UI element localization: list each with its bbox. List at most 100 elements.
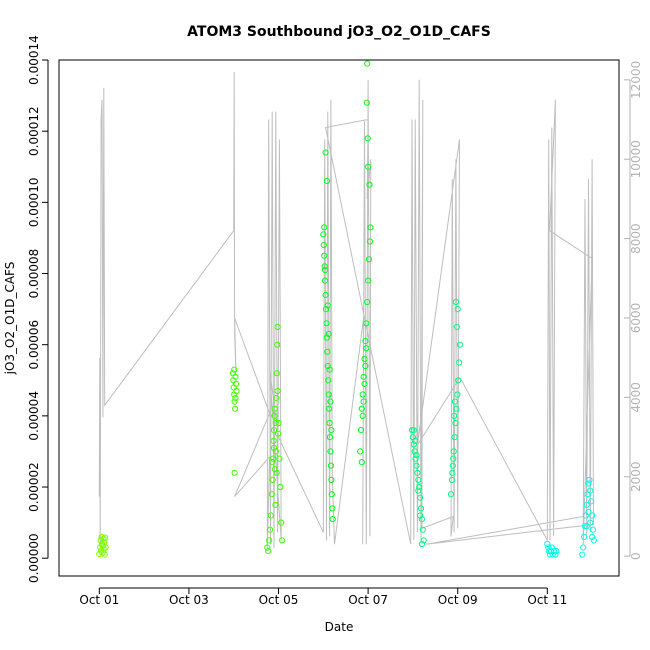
data-point bbox=[447, 491, 455, 498]
data-point bbox=[418, 516, 425, 523]
data-point bbox=[416, 483, 423, 491]
data-point bbox=[455, 377, 462, 384]
data-point bbox=[278, 519, 285, 526]
data-point bbox=[364, 60, 371, 67]
data-point bbox=[363, 320, 370, 327]
right-axis-line-series bbox=[98, 71, 595, 549]
data-point bbox=[410, 427, 417, 434]
data-point bbox=[232, 395, 239, 402]
data-point bbox=[323, 320, 330, 327]
data-point bbox=[274, 323, 281, 330]
data-point bbox=[326, 434, 334, 441]
data-point bbox=[360, 398, 367, 405]
data-point bbox=[279, 537, 286, 544]
x-tick-label: Oct 01 bbox=[79, 593, 119, 607]
data-point bbox=[414, 469, 421, 476]
data-point bbox=[232, 380, 240, 387]
data-point bbox=[580, 544, 587, 551]
y-axis-label: jO3_O2_O1D_CAFS bbox=[3, 262, 17, 376]
data-point bbox=[544, 540, 551, 548]
data-point bbox=[264, 544, 271, 551]
y2-tick-label: 10000 bbox=[629, 140, 643, 178]
data-point bbox=[322, 266, 329, 274]
y-tick-label: 0.00004 bbox=[27, 391, 41, 441]
data-point bbox=[360, 373, 367, 380]
data-point bbox=[266, 526, 274, 533]
data-point bbox=[579, 551, 586, 558]
data-point bbox=[328, 476, 335, 483]
data-point bbox=[323, 177, 330, 185]
data-point bbox=[451, 398, 459, 405]
data-point bbox=[581, 523, 589, 530]
data-point bbox=[451, 434, 458, 441]
data-point bbox=[581, 533, 588, 541]
data-point bbox=[273, 395, 280, 402]
data-point bbox=[362, 338, 369, 345]
data-point bbox=[276, 455, 283, 462]
x-tick-label: Oct 11 bbox=[527, 593, 567, 607]
x-axis-label: Date bbox=[325, 620, 354, 634]
data-point bbox=[274, 387, 281, 395]
data-point bbox=[452, 419, 459, 427]
plot-frame bbox=[58, 59, 620, 577]
data-point bbox=[450, 448, 457, 455]
data-point bbox=[327, 448, 334, 455]
data-point bbox=[328, 491, 335, 498]
data-point bbox=[268, 491, 275, 498]
data-point bbox=[366, 181, 373, 188]
data-point bbox=[271, 412, 278, 419]
y-tick-label: 0.00012 bbox=[27, 106, 41, 156]
data-point bbox=[272, 501, 279, 508]
data-point bbox=[231, 398, 238, 405]
data-point bbox=[365, 163, 372, 170]
data-point bbox=[550, 548, 558, 555]
data-point bbox=[357, 448, 364, 455]
data-point bbox=[552, 551, 559, 558]
data-point bbox=[408, 427, 416, 434]
data-point bbox=[265, 548, 272, 555]
data-point bbox=[275, 419, 282, 427]
data-point bbox=[361, 355, 368, 362]
data-point bbox=[587, 519, 594, 526]
data-point bbox=[326, 366, 333, 373]
data-point bbox=[327, 398, 334, 405]
data-point bbox=[417, 494, 424, 501]
y2-tick-label: 6000 bbox=[629, 303, 643, 334]
data-point bbox=[412, 437, 419, 444]
data-point bbox=[232, 373, 239, 380]
data-point bbox=[231, 469, 238, 476]
data-point bbox=[326, 419, 333, 427]
data-point bbox=[326, 405, 333, 412]
data-point bbox=[328, 427, 335, 434]
data-point bbox=[585, 508, 592, 515]
data-point bbox=[589, 512, 596, 519]
data-point bbox=[450, 455, 457, 462]
data-point bbox=[367, 224, 374, 231]
data-point bbox=[363, 99, 370, 106]
data-point bbox=[453, 323, 460, 330]
chart-title: ATOM3 Southbound jO3_O2_O1D_CAFS bbox=[187, 24, 491, 40]
data-point bbox=[323, 334, 330, 341]
data-point bbox=[590, 537, 598, 544]
data-point bbox=[272, 419, 279, 427]
points-series-group bbox=[96, 60, 598, 558]
y2-tick-label: 4000 bbox=[629, 382, 643, 413]
data-point bbox=[584, 491, 591, 498]
data-point bbox=[365, 277, 372, 284]
data-point bbox=[271, 405, 278, 412]
data-point bbox=[275, 430, 282, 437]
y2-tick-label: 2000 bbox=[629, 461, 643, 492]
data-point bbox=[589, 526, 597, 533]
data-point bbox=[321, 224, 328, 231]
data-point bbox=[102, 544, 109, 551]
data-point bbox=[272, 448, 279, 455]
data-point bbox=[583, 523, 590, 530]
data-point bbox=[273, 469, 280, 476]
data-point bbox=[411, 448, 418, 455]
data-point bbox=[325, 377, 332, 384]
x-tick-label: Oct 09 bbox=[438, 593, 478, 607]
y-tick-label: 0.00014 bbox=[27, 35, 41, 85]
data-point bbox=[587, 487, 594, 494]
data-point bbox=[588, 498, 595, 505]
